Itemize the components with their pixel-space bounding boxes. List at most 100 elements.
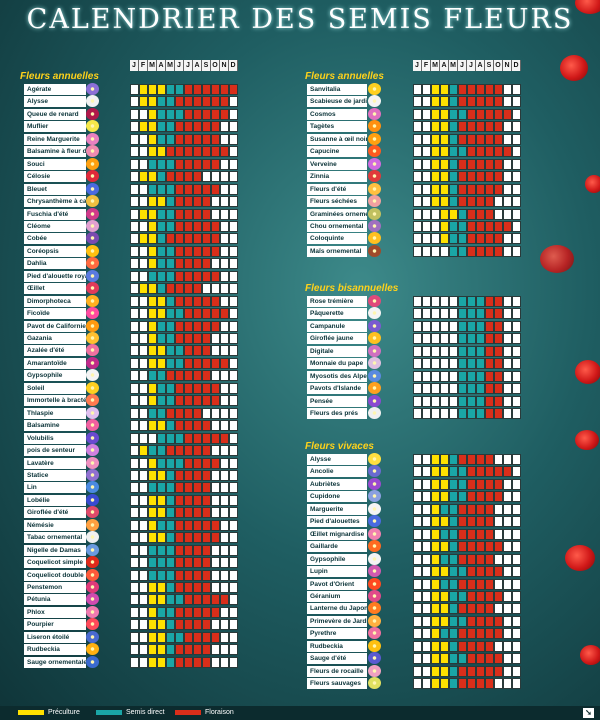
- month-cell: [476, 578, 485, 590]
- month-cell: [431, 320, 440, 332]
- plant-name: Dimorphoteca: [24, 295, 86, 307]
- month-cell: [184, 382, 193, 394]
- month-cell: [193, 96, 202, 108]
- month-cell: [431, 478, 440, 490]
- flower-icon: [368, 565, 381, 578]
- month-cell: [166, 582, 175, 593]
- section-title-annuelles-2: Fleurs annuelles: [305, 71, 384, 82]
- month-grid: [130, 295, 238, 307]
- month-cell: [166, 96, 175, 108]
- month-cell: [157, 370, 166, 382]
- flower-icon: [86, 431, 99, 444]
- flower-icon: [368, 369, 381, 382]
- month-grid: [413, 566, 521, 578]
- month-cell: [494, 308, 503, 320]
- month-cell: [157, 295, 166, 307]
- month-cell: [503, 466, 512, 478]
- month-cell: [211, 370, 220, 382]
- month-grid: [130, 382, 238, 394]
- month-cell: [413, 121, 422, 133]
- month-cell: [184, 544, 193, 556]
- month-grid: [413, 96, 521, 108]
- month-grid: [130, 270, 238, 282]
- month-cell: [130, 420, 139, 432]
- month-cell: [431, 133, 440, 145]
- month-cell: [139, 133, 148, 145]
- plant-name: Cosmos: [307, 108, 367, 120]
- month-cell: [148, 644, 157, 656]
- plant-name: Primevère de Jardin: [307, 615, 367, 627]
- flower-icon: [86, 332, 99, 344]
- month-cell: [175, 84, 184, 95]
- month-cell: [166, 146, 175, 158]
- month-cell: [440, 171, 449, 183]
- month-cell: [503, 133, 512, 145]
- month-cell: [193, 606, 202, 618]
- month-cell: [193, 494, 202, 506]
- month-cell: [166, 507, 175, 519]
- flower-icon: [86, 506, 99, 519]
- month-cell: [431, 516, 440, 528]
- month-cell: [467, 345, 476, 357]
- month-cell: [193, 146, 202, 158]
- month-cell: [485, 196, 494, 208]
- month-cell: [449, 296, 458, 307]
- month-cell: [431, 146, 440, 158]
- month-cell: [503, 678, 512, 690]
- month-cell: [431, 84, 440, 95]
- month-cell: [485, 395, 494, 407]
- plant-name: Giroflée d'été: [24, 507, 86, 519]
- flower-icon: [368, 120, 381, 133]
- month-cell: [130, 582, 139, 593]
- month-cell: [503, 590, 512, 602]
- plant-name: Lanterne du Japon: [307, 603, 367, 615]
- month-cell: [184, 594, 193, 606]
- month-cell: [202, 407, 211, 419]
- month-cell: [476, 408, 485, 420]
- month-cell: [494, 640, 503, 652]
- month-grid: [413, 578, 521, 590]
- month-cell: [458, 333, 467, 345]
- month-cell: [458, 653, 467, 665]
- month-cell: [202, 308, 211, 320]
- month-cell: [130, 158, 139, 170]
- month-cell: [413, 296, 422, 307]
- month-cell: [139, 432, 148, 444]
- month-cell: [494, 358, 503, 370]
- month-grid: [130, 582, 238, 593]
- month-cell: [220, 320, 229, 332]
- legend-label-floraison: Floraison: [205, 709, 234, 716]
- month-cell: [494, 196, 503, 208]
- month-cell: [211, 84, 220, 95]
- plant-name: Monnaie du pape: [307, 358, 367, 370]
- month-cell: [422, 370, 431, 382]
- month-cell: [229, 519, 238, 531]
- flower-icon: [368, 540, 381, 553]
- month-cell: [220, 208, 229, 220]
- flower-icon: [86, 170, 99, 183]
- month-cell: [139, 108, 148, 120]
- month-cell: [220, 507, 229, 519]
- plant-name: Campanule: [307, 320, 367, 332]
- month-cell: [494, 408, 503, 420]
- month-cell: [440, 158, 449, 170]
- month-cell: [193, 519, 202, 531]
- month-cell: [166, 183, 175, 195]
- flower-icon: [86, 356, 99, 369]
- month-cell: [220, 644, 229, 656]
- month-cell: [476, 121, 485, 133]
- month-cell: [476, 320, 485, 332]
- month-cell: [476, 345, 485, 357]
- month-cell: [467, 640, 476, 652]
- month-label: A: [157, 60, 166, 71]
- month-cell: [458, 183, 467, 195]
- month-cell: [148, 183, 157, 195]
- month-cell: [130, 644, 139, 656]
- month-cell: [431, 233, 440, 245]
- month-cell: [494, 208, 503, 220]
- month-cell: [467, 196, 476, 208]
- month-cell: [503, 370, 512, 382]
- month-cell: [130, 445, 139, 457]
- month-cell: [431, 653, 440, 665]
- month-cell: [157, 656, 166, 668]
